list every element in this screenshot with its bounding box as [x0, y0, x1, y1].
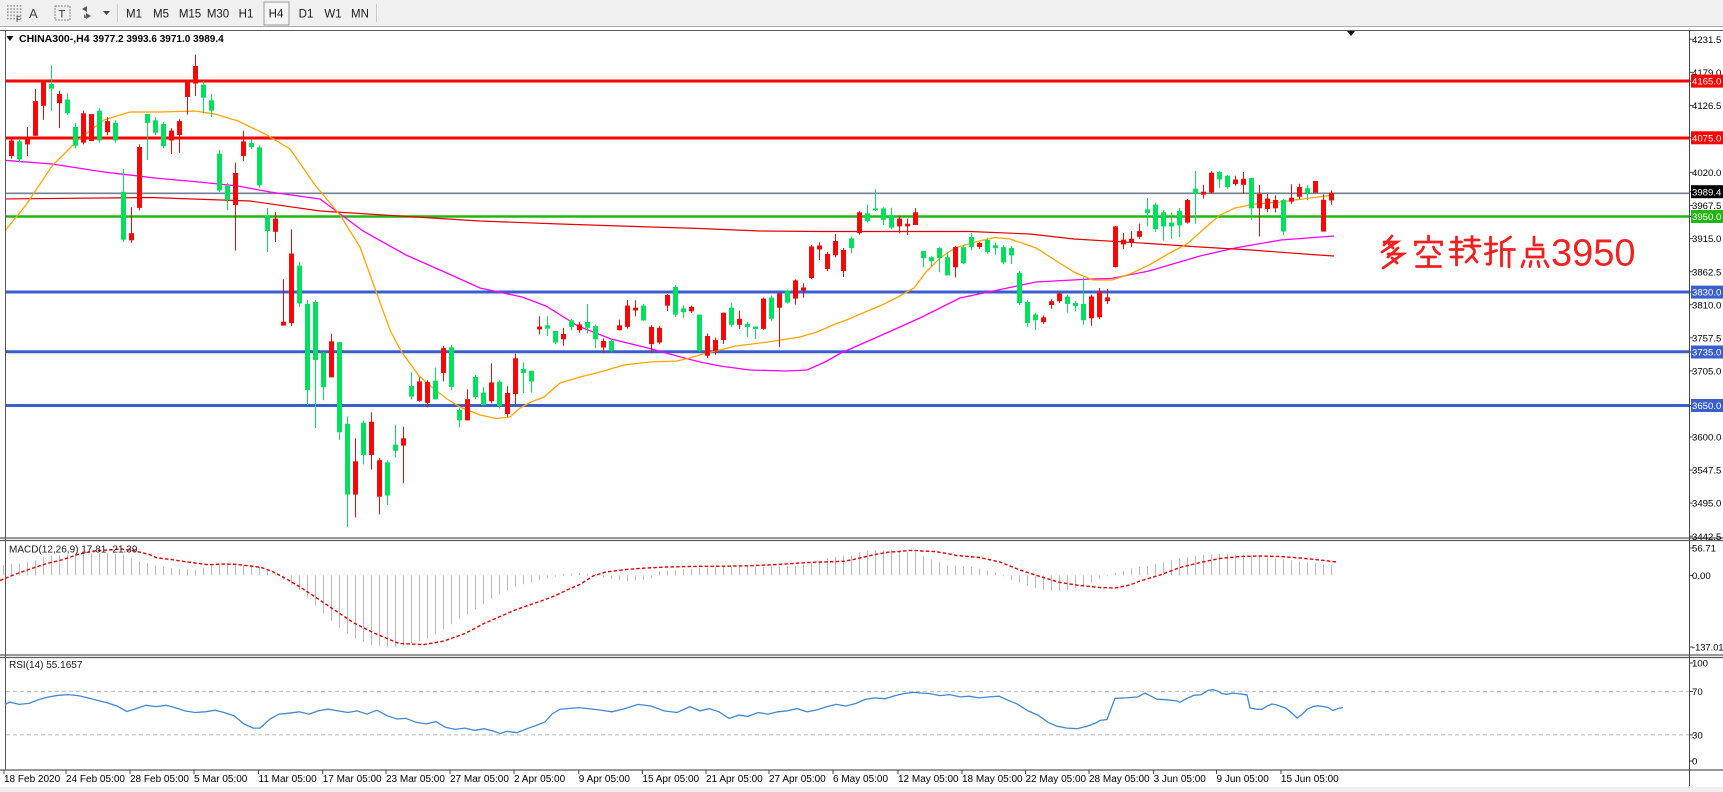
svg-text:11 Mar 05:00: 11 Mar 05:00 [259, 774, 318, 785]
svg-text:27 Apr 05:00: 27 Apr 05:00 [769, 774, 826, 785]
svg-text:CHINA300-,H4: CHINA300-,H4 [19, 33, 90, 45]
svg-text:4231.5: 4231.5 [1692, 35, 1721, 46]
svg-text:3705.0: 3705.0 [1692, 367, 1721, 378]
svg-text:3600.0: 3600.0 [1692, 433, 1721, 444]
svg-text:30: 30 [1692, 731, 1703, 742]
svg-text:3 Jun 05:00: 3 Jun 05:00 [1154, 774, 1207, 785]
svg-text:MN: MN [351, 9, 369, 21]
svg-text:3950.0: 3950.0 [1692, 212, 1721, 223]
svg-text:28 Feb 05:00: 28 Feb 05:00 [130, 774, 189, 785]
svg-text:4179.0: 4179.0 [1692, 68, 1721, 79]
svg-text:3810.0: 3810.0 [1692, 300, 1721, 311]
svg-text:0.00: 0.00 [1692, 571, 1711, 582]
svg-text:M1: M1 [126, 9, 142, 21]
svg-text:12 May 05:00: 12 May 05:00 [898, 774, 959, 785]
svg-text:3977.2 3993.6 3971.0 3989.4: 3977.2 3993.6 3971.0 3989.4 [93, 34, 224, 45]
svg-text:T: T [59, 9, 66, 21]
svg-text:15 Apr 05:00: 15 Apr 05:00 [642, 774, 699, 785]
svg-text:3495.0: 3495.0 [1692, 499, 1721, 510]
svg-text:W1: W1 [324, 9, 341, 21]
svg-text:23 Mar 05:00: 23 Mar 05:00 [386, 774, 445, 785]
svg-text:F: F [16, 15, 21, 24]
svg-text:56.71: 56.71 [1692, 544, 1716, 555]
svg-text:22 May 05:00: 22 May 05:00 [1026, 774, 1087, 785]
svg-text:-137.01: -137.01 [1692, 643, 1723, 653]
svg-text:4165.0: 4165.0 [1692, 77, 1721, 88]
svg-text:D1: D1 [299, 9, 314, 21]
svg-text:MACD(12,26,9) 17.81 -21.39: MACD(12,26,9) 17.81 -21.39 [9, 545, 138, 556]
svg-text:M30: M30 [207, 9, 229, 21]
svg-text:24 Feb 05:00: 24 Feb 05:00 [66, 774, 125, 785]
svg-text:RSI(14) 55.1657: RSI(14) 55.1657 [9, 660, 83, 671]
svg-text:0: 0 [1692, 757, 1697, 768]
svg-text:5 Mar 05:00: 5 Mar 05:00 [194, 774, 248, 785]
svg-text:3650.0: 3650.0 [1692, 401, 1721, 412]
svg-text:3862.5: 3862.5 [1692, 267, 1721, 278]
svg-text:3547.5: 3547.5 [1692, 466, 1721, 477]
svg-text:3915.0: 3915.0 [1692, 234, 1721, 245]
svg-text:9 Jun 05:00: 9 Jun 05:00 [1217, 774, 1270, 785]
svg-text:27 Mar 05:00: 27 Mar 05:00 [450, 774, 509, 785]
svg-text:A: A [29, 6, 38, 21]
svg-text:28 May 05:00: 28 May 05:00 [1089, 774, 1150, 785]
svg-text:4126.5: 4126.5 [1692, 101, 1721, 112]
svg-text:3442.5: 3442.5 [1692, 532, 1721, 543]
svg-text:17 Mar 05:00: 17 Mar 05:00 [323, 774, 382, 785]
svg-text:100: 100 [1692, 659, 1708, 670]
svg-text:3830.0: 3830.0 [1692, 288, 1721, 299]
svg-text:18 Feb 2020: 18 Feb 2020 [4, 774, 61, 785]
svg-text:4075.0: 4075.0 [1692, 133, 1721, 144]
svg-text:4020.0: 4020.0 [1692, 168, 1721, 179]
svg-text:9 Apr 05:00: 9 Apr 05:00 [579, 774, 631, 785]
svg-text:H1: H1 [239, 9, 254, 21]
svg-text:3735.0: 3735.0 [1692, 348, 1721, 359]
svg-text:3989.4: 3989.4 [1692, 187, 1722, 198]
svg-text:2 Apr 05:00: 2 Apr 05:00 [514, 774, 566, 785]
svg-text:6 May 05:00: 6 May 05:00 [833, 774, 888, 785]
svg-text:M15: M15 [179, 9, 201, 21]
svg-text:3967.5: 3967.5 [1692, 201, 1721, 212]
svg-text:3757.5: 3757.5 [1692, 333, 1721, 344]
svg-text:18 May 05:00: 18 May 05:00 [962, 774, 1023, 785]
svg-text:3950: 3950 [1551, 233, 1636, 275]
svg-text:15 Jun 05:00: 15 Jun 05:00 [1281, 774, 1339, 785]
svg-text:M5: M5 [153, 9, 169, 21]
svg-text:21 Apr 05:00: 21 Apr 05:00 [706, 774, 763, 785]
svg-text:70: 70 [1692, 687, 1703, 698]
svg-text:H4: H4 [269, 9, 284, 21]
